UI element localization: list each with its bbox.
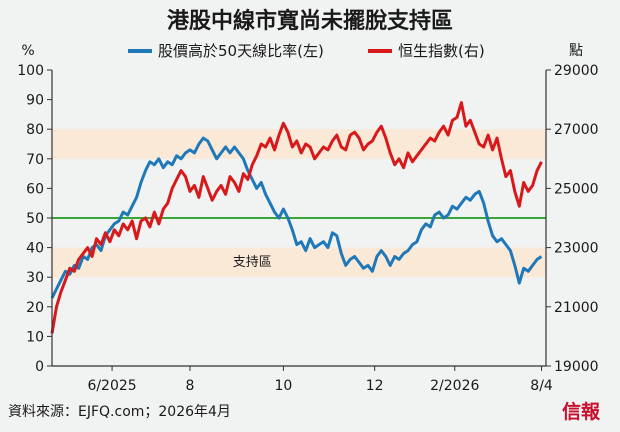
left-tick-label: 10 xyxy=(26,329,44,345)
right-tick-label: 21000 xyxy=(554,300,599,316)
breadth-line xyxy=(50,136,543,299)
x-tick-label: 10 xyxy=(275,378,293,394)
right-tick-label: 25000 xyxy=(554,181,599,197)
chart-title: 港股中線市寬尚未擺脫支持區 xyxy=(167,8,453,34)
right-axis-unit: 點 xyxy=(569,43,583,59)
right-tick-label: 27000 xyxy=(554,122,599,138)
left-tick-label: 80 xyxy=(26,122,44,138)
left-tick-label: 60 xyxy=(26,181,44,197)
hsi-line xyxy=(50,101,543,334)
left-tick-label: 20 xyxy=(26,300,44,316)
right-tick-label: 23000 xyxy=(554,241,599,257)
axes-layer: 0 10 20 30 40 50 60 70 80 90 100 19000 21000 23000 250… xyxy=(17,63,598,394)
left-tick-label: 100 xyxy=(17,63,44,79)
legend-label-breadth: 股價高於50天線比率(左) xyxy=(158,42,324,60)
x-tick-label: 8 xyxy=(186,378,195,394)
legend: 股價高於50天線比率(左) 恒生指數(右) xyxy=(128,42,485,60)
left-axis-unit: % xyxy=(21,43,34,59)
left-tick-label: 70 xyxy=(26,152,44,168)
source-note: 資料來源：EJFQ.com；2026年4月 xyxy=(8,404,231,420)
left-tick-label: 30 xyxy=(26,270,44,286)
x-tick-label: 8/4 xyxy=(530,378,553,394)
legend-label-hsi: 恒生指數(右) xyxy=(398,42,485,60)
left-tick-label: 90 xyxy=(26,93,44,109)
brand-logo: 信報 xyxy=(562,400,601,423)
support-zone-label: 支持區 xyxy=(233,255,272,270)
series-layer xyxy=(50,101,543,334)
bands-layer xyxy=(52,129,546,278)
support-band-2 xyxy=(52,247,546,278)
left-tick-label: 0 xyxy=(35,359,44,375)
x-tick-label: 12 xyxy=(366,378,384,394)
x-tick-label: 2/2026 xyxy=(430,378,479,394)
left-tick-label: 50 xyxy=(26,211,44,227)
right-tick-label: 29000 xyxy=(554,63,599,79)
left-tick-label: 40 xyxy=(26,241,44,257)
x-tick-label: 6/2025 xyxy=(87,378,136,394)
right-tick-label: 19000 xyxy=(554,359,599,375)
